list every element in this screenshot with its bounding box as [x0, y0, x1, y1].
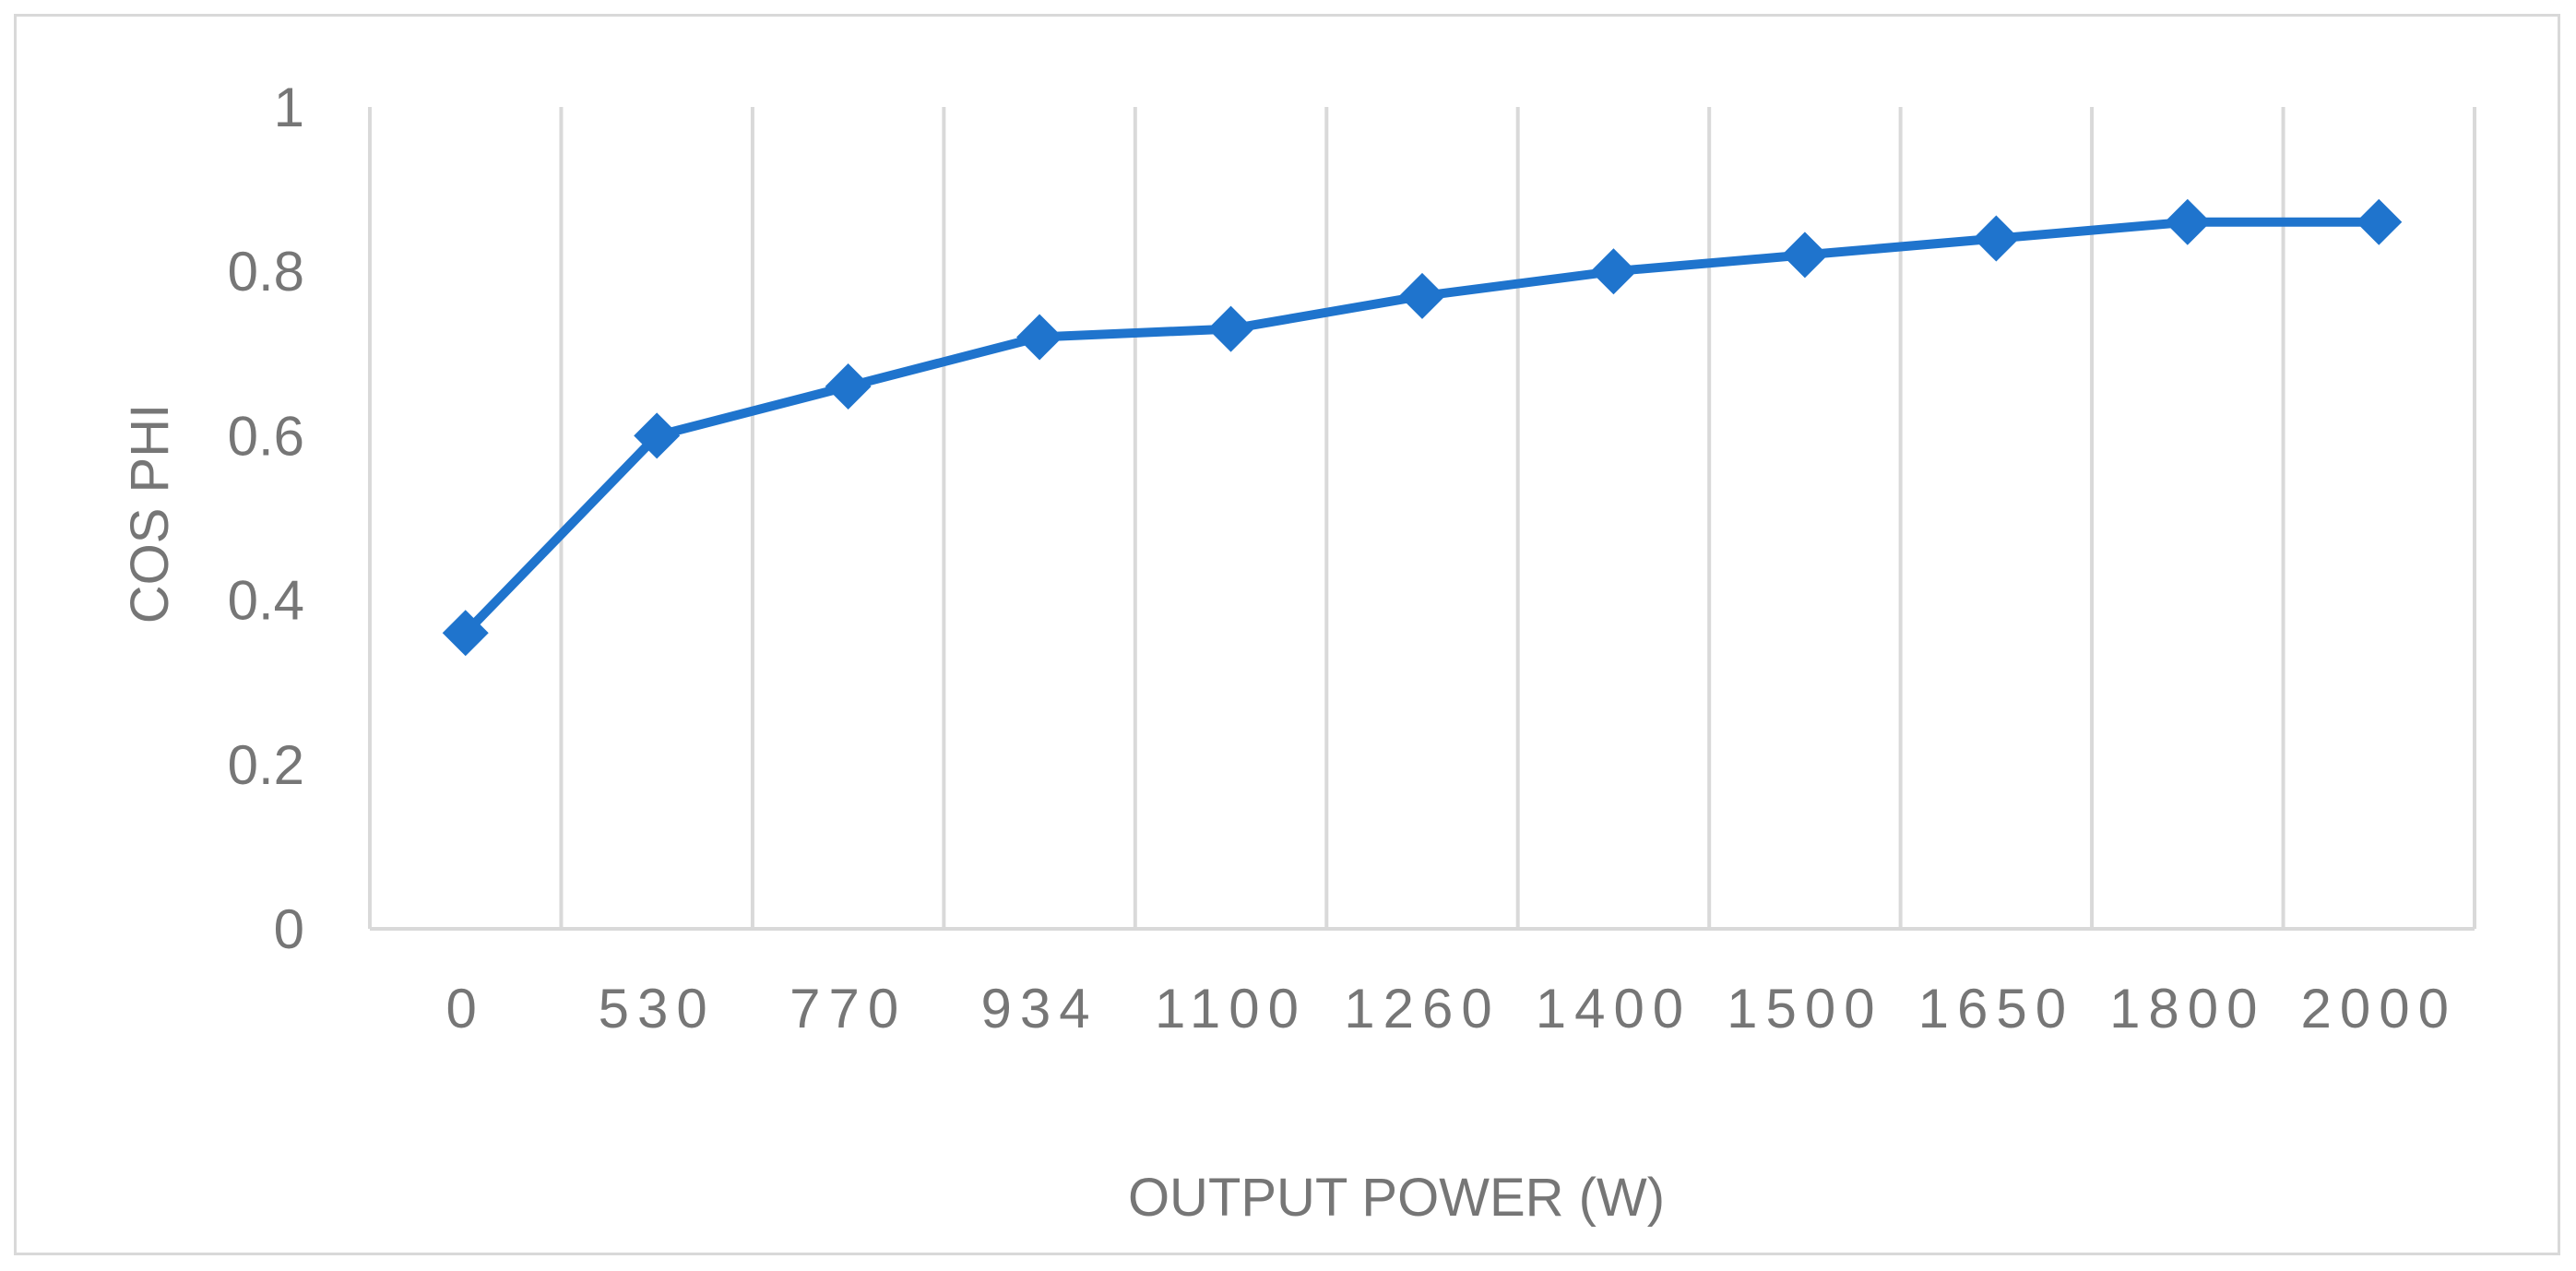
x-tick-label: 2000 [2301, 978, 2457, 1039]
x-tick-label: 1800 [2109, 978, 2265, 1039]
data-point-marker [2164, 198, 2211, 245]
x-axis-ticks: 0 530 770 934 1100 1260 1400 1500 1650 1800 2000 [446, 978, 2457, 1039]
y-tick-label: 0.6 [228, 405, 304, 467]
y-tick-label: 0.4 [228, 570, 304, 632]
data-point-marker [1399, 272, 1445, 319]
x-tick-label: 1100 [1155, 978, 1307, 1039]
data-point-marker [1207, 305, 1254, 352]
x-axis-title: OUTPUT POWER (W) [1128, 1168, 1665, 1228]
x-tick-label: 1260 [1344, 978, 1500, 1039]
y-axis-ticks: 0 0.2 0.4 0.6 0.8 1 [228, 77, 304, 960]
y-tick-label: 0.2 [228, 734, 304, 796]
data-point-marker [2356, 198, 2403, 245]
series-layer [442, 198, 2403, 657]
x-tick-label: 1400 [1536, 978, 1692, 1039]
y-tick-label: 0.8 [228, 241, 304, 303]
x-tick-label: 530 [599, 978, 716, 1039]
y-tick-label: 0 [274, 898, 304, 960]
x-tick-label: 1500 [1727, 978, 1882, 1039]
x-tick-label: 934 [981, 978, 1098, 1039]
x-tick-label: 770 [789, 978, 907, 1039]
data-point-marker [1590, 248, 1637, 295]
data-point-marker [1973, 215, 2020, 262]
data-point-marker [634, 412, 681, 459]
data-point-marker [442, 610, 489, 657]
data-point-marker [1781, 232, 1828, 279]
data-point-marker [1016, 314, 1063, 361]
y-tick-label: 1 [274, 77, 304, 138]
gridlines [368, 107, 2476, 929]
x-tick-label: 1650 [1918, 978, 2074, 1039]
x-tick-label: 0 [446, 978, 485, 1039]
y-axis-title: COS PHI [120, 404, 180, 624]
data-point-marker [825, 362, 872, 410]
chart-frame [14, 14, 2560, 1255]
